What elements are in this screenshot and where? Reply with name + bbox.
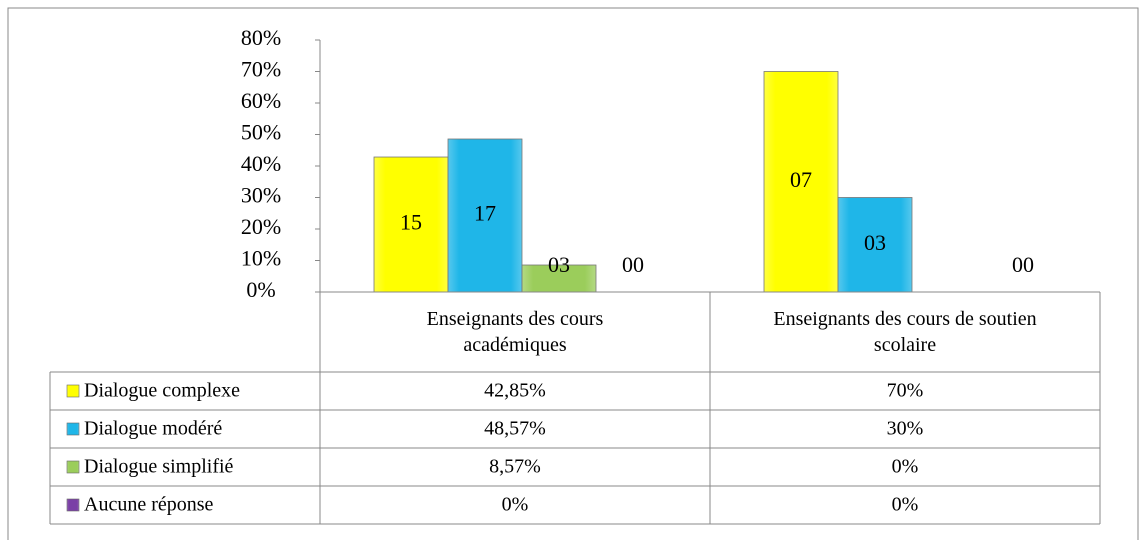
table-value: 8,57% bbox=[489, 456, 541, 478]
legend-label: Dialogue complexe bbox=[84, 380, 240, 402]
chart-border bbox=[7, 7, 1139, 540]
table-value: 70% bbox=[887, 380, 924, 402]
table-value: 0% bbox=[502, 494, 529, 516]
legend-label: Aucune réponse bbox=[84, 494, 214, 516]
category-header-text: Enseignants des cours de soutien scolair… bbox=[773, 308, 1037, 356]
y-tick-label: 10% bbox=[241, 246, 281, 271]
category-header-box: Enseignants des cours académiques bbox=[320, 292, 710, 372]
bar bbox=[521, 264, 597, 293]
bar bbox=[373, 156, 449, 293]
y-tick-label: 40% bbox=[241, 151, 281, 176]
bar-label: 17 bbox=[474, 201, 496, 226]
bar-label: 00 bbox=[622, 252, 644, 277]
y-tick-label: 70% bbox=[241, 57, 281, 82]
bar bbox=[447, 138, 523, 293]
y-tick-label: 30% bbox=[241, 183, 281, 208]
y-tick-label: 80% bbox=[241, 25, 281, 50]
y-tick-label: 20% bbox=[241, 214, 281, 239]
legend-key bbox=[66, 460, 80, 474]
category-header: Enseignants des cours académiques bbox=[320, 292, 710, 372]
legend-label: Dialogue modéré bbox=[84, 418, 222, 440]
bar-label: 03 bbox=[548, 252, 570, 277]
table-value: 30% bbox=[887, 418, 924, 440]
y-tick-label: 50% bbox=[241, 120, 281, 145]
y-tick-label: 60% bbox=[241, 88, 281, 113]
table-value: 0% bbox=[892, 456, 919, 478]
legend-label: Dialogue simplifié bbox=[84, 456, 234, 478]
legend-key bbox=[66, 498, 80, 512]
table-value: 0% bbox=[892, 494, 919, 516]
bar-label: 03 bbox=[864, 230, 886, 255]
bar-label: 15 bbox=[400, 210, 422, 235]
table-value: 42,85% bbox=[484, 380, 546, 402]
category-header: Enseignants des cours de soutien scolair… bbox=[710, 292, 1100, 372]
bar-label: 07 bbox=[790, 167, 812, 192]
legend-key bbox=[66, 384, 80, 398]
bar bbox=[763, 71, 839, 293]
legend-key bbox=[66, 422, 80, 436]
table-value: 48,57% bbox=[484, 418, 546, 440]
bar bbox=[837, 197, 913, 293]
bar-label: 00 bbox=[1012, 252, 1034, 277]
y-tick-label: 0% bbox=[246, 277, 275, 302]
category-header-text: Enseignants des cours académiques bbox=[426, 308, 604, 356]
category-header-box: Enseignants des cours de soutien scolair… bbox=[710, 292, 1100, 372]
